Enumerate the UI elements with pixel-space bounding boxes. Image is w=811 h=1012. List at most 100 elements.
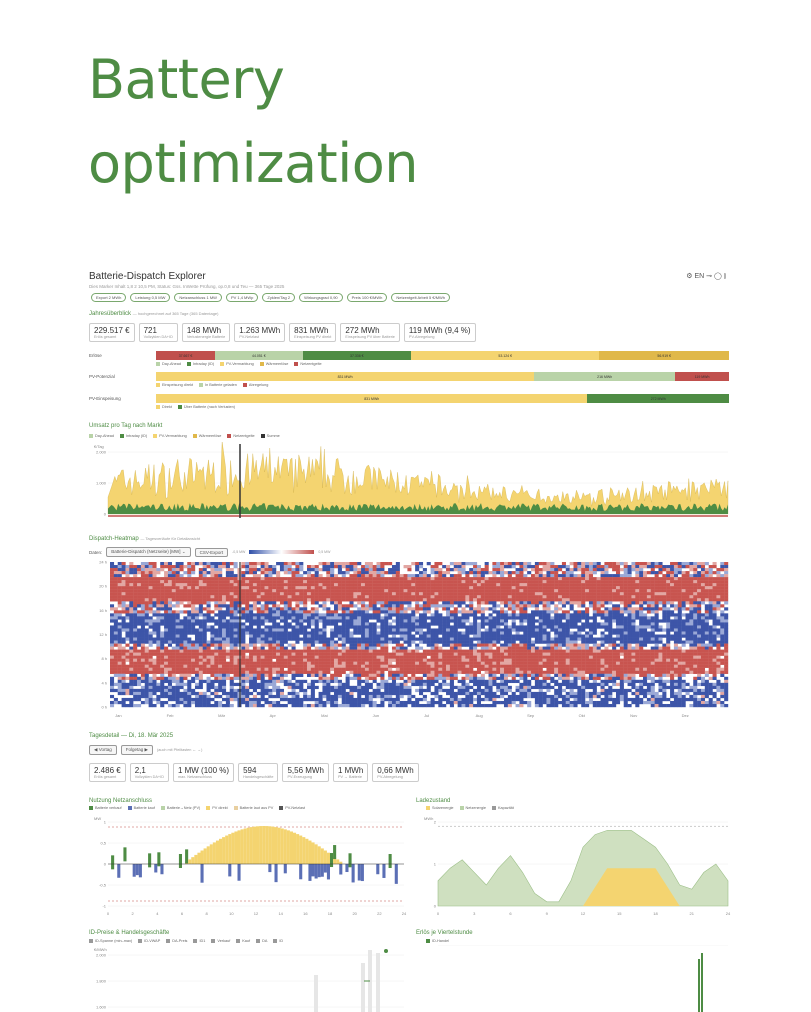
heatmap-cell <box>279 634 285 638</box>
heatmap-cell <box>442 682 447 687</box>
heatmap-cell <box>276 658 281 662</box>
heatmap-cell <box>214 640 219 644</box>
parameter-chip[interactable]: PV 1,4 MWp <box>225 293 259 302</box>
heatmap-cell <box>206 661 211 665</box>
bars-icon[interactable]: ⫾ <box>723 273 726 280</box>
heatmap-cell <box>117 655 122 659</box>
heatmap-cell <box>496 604 501 608</box>
heatmap-cell <box>256 649 261 653</box>
heatmap-cell <box>125 595 130 599</box>
heatmap-cell <box>222 604 227 608</box>
heatmap-cell <box>519 592 524 596</box>
heatmap-cell <box>330 688 335 693</box>
heatmap-cell <box>249 613 254 617</box>
heatmap-cell <box>291 652 296 656</box>
heatmap-cell <box>457 577 462 581</box>
heatmap-cell <box>480 697 485 702</box>
heatmap-cell <box>442 607 447 611</box>
heatmap-cell <box>272 577 277 581</box>
heatmap-cell <box>554 568 559 572</box>
heatmap-cell <box>110 682 115 687</box>
heatmap-cell <box>252 580 257 584</box>
heatmap-cell <box>534 628 539 632</box>
heatmap-cell <box>496 583 501 587</box>
heatmap-cell <box>353 655 358 659</box>
heatmap-cell <box>469 691 474 696</box>
heatmap-cell <box>291 664 296 668</box>
language-icon[interactable]: ⚙ <box>686 273 693 280</box>
heatmap-cell <box>167 634 172 638</box>
heatmap-cell <box>241 694 246 699</box>
heatmap-cell <box>183 586 188 590</box>
heatmap-cell <box>538 658 543 662</box>
parameter-chip[interactable]: Netzentgelt Arbeit 5 €/MWh <box>391 293 451 302</box>
heatmap-cell <box>125 676 130 681</box>
heatmap-cell <box>372 577 377 581</box>
heatmap-cell <box>330 673 335 677</box>
parameter-chip[interactable]: Zyklen/Tag 2 <box>262 293 296 302</box>
heatmap-cell <box>368 586 373 590</box>
legend-item: Day-Ahead <box>156 362 181 366</box>
heatmap-cell <box>306 592 312 596</box>
heatmap-cell <box>449 697 454 702</box>
theme-toggle-icon[interactable]: ◯ <box>713 273 722 280</box>
heatmap-cell <box>361 652 366 656</box>
heatmap-cell <box>144 571 149 575</box>
heatmap-cell <box>194 655 200 659</box>
heatmap-cell <box>245 613 250 617</box>
heatmap-cell <box>368 673 373 677</box>
heatmap-cell <box>291 649 296 653</box>
heatmap-cell <box>457 640 462 644</box>
heatmap-cell <box>334 562 339 566</box>
heatmap-cell <box>268 670 273 674</box>
heatmap-cell <box>218 592 223 596</box>
heatmap-cell <box>558 568 563 572</box>
heatmap-cell <box>411 628 416 632</box>
heatmap-cell <box>368 589 373 593</box>
parameter-chip[interactable]: Export 2 MWh <box>91 293 127 302</box>
heatmap-cell <box>330 667 335 671</box>
heatmap-cell <box>256 616 261 620</box>
heatmap-cell <box>249 598 254 602</box>
heatmap-data-select[interactable]: Batterie-Dispatch (Netzseite) [MW] ⌄ <box>106 547 191 557</box>
parameter-chip[interactable]: Leistung 0,5 MW <box>130 293 171 302</box>
heatmap-cell <box>194 691 200 696</box>
heatmap-cell <box>476 589 481 593</box>
csv-export-button[interactable]: CSV-Export <box>194 547 229 557</box>
heatmap-cell <box>187 577 192 581</box>
heatmap-cell <box>469 646 474 650</box>
parameter-chip[interactable]: Preis 100 €/MWh <box>346 293 388 302</box>
heatmap-cell <box>241 652 246 656</box>
heatmap-cell <box>538 601 543 605</box>
heatmap-cell <box>295 655 300 659</box>
heatmap-cell <box>558 565 563 569</box>
heatmap-cell <box>144 565 149 569</box>
heatmap-cell <box>194 649 200 653</box>
parameter-chip[interactable]: Netzanschluss 1 MW <box>174 293 222 302</box>
plug-icon[interactable]: ⊸ <box>706 273 712 280</box>
heatmap-cell <box>426 592 431 596</box>
heatmap-cell <box>480 688 485 693</box>
heatmap-cell <box>202 586 207 590</box>
heatmap-cell <box>465 571 470 575</box>
heatmap-cell <box>364 664 369 668</box>
heatmap-cell <box>345 691 350 696</box>
heatmap-cell <box>179 664 184 668</box>
heatmap-cell <box>542 676 547 681</box>
heatmap-cell <box>430 571 435 575</box>
heatmap-cell <box>364 676 369 681</box>
heatmap-cell <box>442 604 447 608</box>
heatmap-cell <box>214 649 219 653</box>
heatmap-cell <box>140 646 145 650</box>
heatmap-cell <box>233 661 238 665</box>
heatmap-cell <box>144 631 149 635</box>
parameter-chip[interactable]: Wirkungsgrad 0,90 <box>299 293 343 302</box>
heatmap-cell <box>426 586 431 590</box>
heatmap-cell <box>519 580 524 584</box>
heatmap-cell <box>175 631 180 635</box>
heatmap-cell <box>279 601 285 605</box>
heatmap-cell <box>160 658 165 662</box>
language-label[interactable]: EN <box>694 273 705 280</box>
heatmap-cell <box>430 673 435 677</box>
